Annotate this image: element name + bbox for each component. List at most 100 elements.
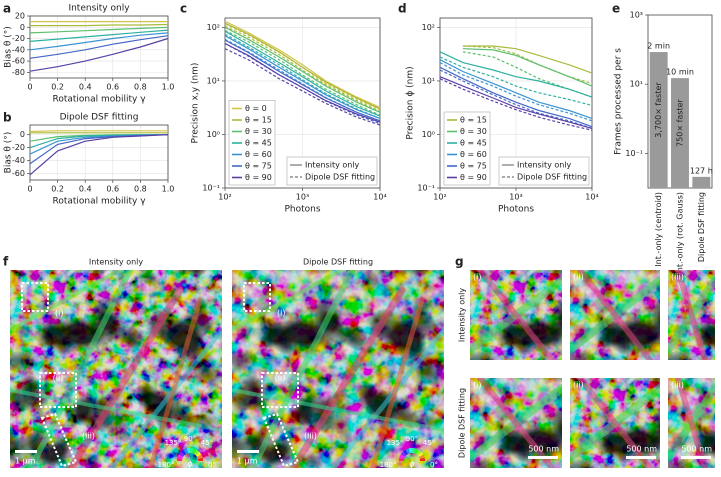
y-axis-label: Bias θ (°) bbox=[4, 132, 14, 174]
y-axis-label: Precision x,y (nm) bbox=[191, 63, 201, 144]
color-wheel bbox=[412, 447, 416, 454]
x-tick-label: Int.-only (rot. Gauss) bbox=[676, 192, 685, 275]
y-tick-label: -20 bbox=[12, 34, 25, 43]
wheel-label: 45° bbox=[423, 439, 435, 447]
wheel-label: 0° bbox=[208, 461, 216, 469]
legend-label: θ = 75 bbox=[460, 162, 487, 171]
scale-bar-label: 1 µm bbox=[237, 457, 258, 466]
image-streak bbox=[249, 270, 355, 468]
roi-label: (iii) bbox=[82, 432, 95, 441]
color-wheel bbox=[419, 457, 426, 461]
line bbox=[224, 22, 381, 110]
y-tick-label: 10² bbox=[422, 23, 435, 32]
y-tick-label: 0 bbox=[20, 130, 25, 139]
image-streak bbox=[477, 378, 555, 468]
x-axis-label: Photons bbox=[498, 205, 534, 215]
scale-bar-label: 1 µm bbox=[15, 457, 36, 466]
line bbox=[462, 45, 593, 74]
y-tick-label: 0 bbox=[20, 23, 25, 32]
scale-bar-label: 500 nm bbox=[528, 445, 559, 454]
color-wheel bbox=[197, 457, 204, 461]
color-wheel bbox=[183, 448, 188, 455]
y-tick-label: 10⁻¹ bbox=[417, 184, 435, 193]
image-title: Intensity only bbox=[89, 258, 144, 267]
scale-bar bbox=[528, 456, 558, 459]
image-streak bbox=[147, 297, 203, 468]
line bbox=[224, 39, 381, 122]
color-wheel bbox=[190, 447, 194, 454]
x-tick-label: 10² bbox=[218, 193, 231, 202]
y-axis-label: Bias θ (°) bbox=[4, 26, 14, 68]
image-title: Dipole DSF fitting bbox=[303, 258, 373, 267]
scale-bar bbox=[626, 456, 656, 459]
y-tick-label: -20 bbox=[12, 143, 25, 152]
x-tick-label: 10³ bbox=[296, 193, 309, 202]
line bbox=[29, 134, 169, 176]
panel-label: e bbox=[612, 2, 620, 16]
legend-label: Intensity only bbox=[305, 161, 360, 170]
x-tick-label: 10⁴ bbox=[373, 193, 386, 202]
microscopy-image bbox=[570, 378, 660, 468]
line bbox=[29, 37, 169, 72]
line bbox=[224, 42, 381, 123]
panel-label: d bbox=[398, 2, 407, 16]
row-label: Intensity only bbox=[458, 288, 467, 343]
color-wheel bbox=[416, 449, 422, 456]
wheel-label: 90° bbox=[406, 435, 418, 443]
wheel-label: 135° bbox=[165, 439, 182, 447]
legend-box bbox=[498, 156, 590, 186]
y-tick-label: 10⁰ bbox=[422, 130, 435, 139]
bar-time-label: 127 h bbox=[690, 166, 713, 175]
tile-label: (ii) bbox=[573, 273, 584, 282]
x-axis-label: Rotational mobility γ bbox=[52, 197, 146, 207]
tile-label: (iii) bbox=[671, 273, 684, 282]
color-wheel bbox=[405, 448, 410, 455]
y-tick-label: -60 bbox=[12, 169, 25, 178]
microscopy-image bbox=[470, 378, 562, 468]
legend-label: θ = 45 bbox=[245, 139, 272, 148]
roi-box bbox=[262, 412, 300, 468]
scale-bar bbox=[681, 456, 711, 459]
scale-bar-label: 500 nm bbox=[681, 445, 712, 454]
microscopy-image bbox=[470, 270, 562, 360]
scale-bar-label: 500 nm bbox=[626, 445, 657, 454]
legend-label: θ = 60 bbox=[460, 150, 487, 159]
image-streak bbox=[232, 270, 344, 332]
legend-box bbox=[443, 111, 491, 186]
tile-label: (iii) bbox=[671, 381, 684, 390]
panel-label: a bbox=[3, 2, 11, 16]
bar-time-label: 2 min bbox=[647, 42, 670, 51]
y-tick-label: 10¹ bbox=[207, 76, 220, 85]
panel-label: c bbox=[180, 2, 187, 16]
line bbox=[29, 32, 169, 51]
y-tick-label: 10⁻¹ bbox=[625, 149, 643, 158]
line bbox=[29, 130, 168, 133]
plot-frame bbox=[29, 124, 169, 181]
x-tick-label: 0.4 bbox=[79, 185, 92, 194]
dashed-line bbox=[439, 56, 593, 106]
tile-label: (i) bbox=[473, 273, 481, 282]
x-tick-label: 0.8 bbox=[134, 83, 147, 92]
y-tick-label: 10³ bbox=[630, 11, 643, 20]
roi-label: (i) bbox=[277, 309, 285, 318]
line bbox=[29, 29, 169, 42]
y-tick-label: -80 bbox=[12, 68, 25, 77]
legend-box bbox=[286, 156, 378, 186]
chart-title: Intensity only bbox=[68, 4, 130, 14]
row-label: Dipole DSF fitting bbox=[458, 388, 467, 458]
plot-frame bbox=[439, 17, 593, 189]
x-tick-label: Int.-only (centroid) bbox=[654, 192, 663, 267]
microscopy-image bbox=[668, 378, 715, 468]
plot-frame bbox=[29, 15, 169, 79]
x-tick-label: 10³ bbox=[509, 193, 522, 202]
x-tick-label: 0.2 bbox=[51, 83, 64, 92]
y-tick-label: 10² bbox=[207, 23, 220, 32]
x-tick-label: 0.4 bbox=[79, 83, 92, 92]
image-streak bbox=[577, 270, 653, 360]
image-streak bbox=[108, 327, 222, 468]
y-tick-label: 10¹ bbox=[630, 80, 643, 89]
y-tick-label: 10⁻¹ bbox=[202, 184, 220, 193]
color-wheel bbox=[414, 448, 419, 455]
